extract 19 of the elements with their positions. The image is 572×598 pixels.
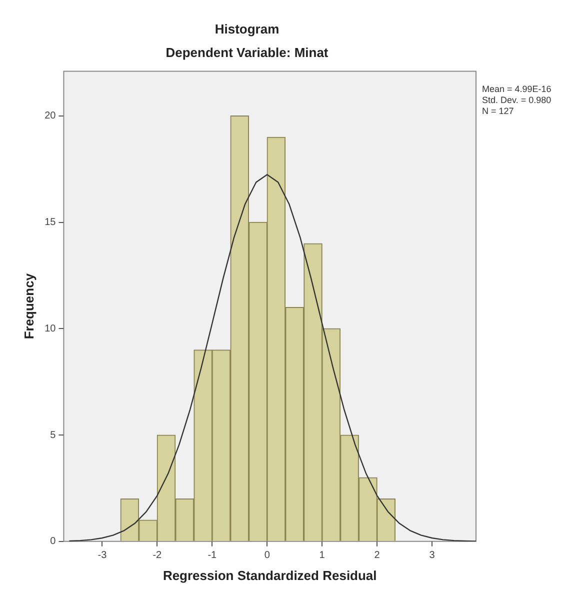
chart-subtitle: Dependent Variable: Minat: [166, 44, 329, 60]
y-tick-label: 15: [44, 217, 56, 228]
x-tick-label: 1: [319, 550, 326, 562]
y-tick-label: 0: [50, 536, 56, 548]
x-tick-label: -3: [98, 550, 108, 562]
y-tick-label: 10: [44, 323, 56, 334]
chart-title: Histogram: [214, 21, 280, 36]
x-tick-label: 3: [429, 550, 436, 562]
x-tick-label: -1: [208, 550, 218, 562]
x-tick-label: 2: [374, 550, 380, 562]
text: Mean = 4.99E-16: [482, 84, 552, 94]
y-tick-label: 5: [50, 430, 56, 441]
y-axis-title: Frequency: [21, 272, 36, 340]
text: N = 127: [482, 106, 514, 116]
text: Std. Dev. = 0.980: [482, 95, 552, 106]
x-tick-label: -2: [152, 550, 162, 562]
x-tick-label: 0: [264, 550, 270, 562]
x-axis-title: Regression Standardized Residual: [162, 568, 377, 583]
y-tick-label: 20: [44, 110, 56, 122]
